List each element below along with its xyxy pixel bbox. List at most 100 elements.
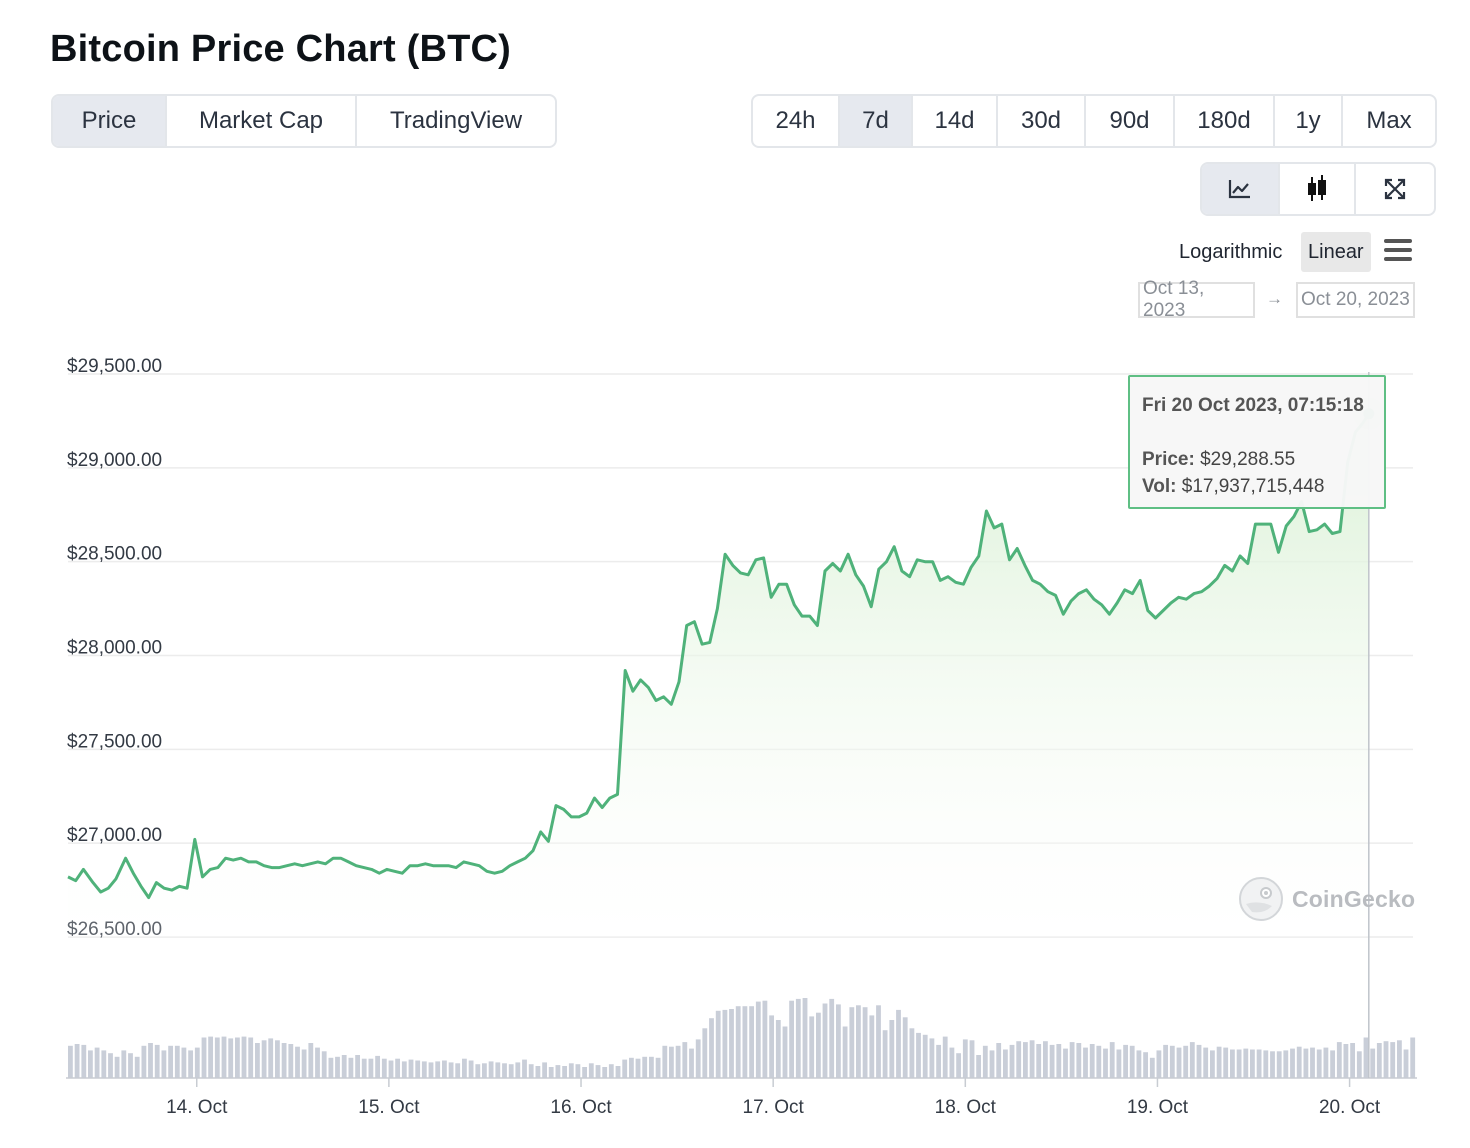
volume-bar bbox=[255, 1043, 260, 1078]
tooltip-price-row: Price: $29,288.55 bbox=[1142, 449, 1295, 471]
volume-bar bbox=[1003, 1049, 1008, 1078]
volume-bar bbox=[862, 1007, 868, 1078]
volume-bar bbox=[942, 1036, 948, 1078]
volume-bar bbox=[595, 1065, 601, 1078]
volume-bar bbox=[1270, 1051, 1275, 1078]
volume-bar bbox=[1310, 1047, 1315, 1078]
volume-bar bbox=[622, 1059, 628, 1078]
price-tooltip: Fri 20 Oct 2023, 07:15:18 Price: $29,288… bbox=[1128, 375, 1386, 509]
volume-bar bbox=[134, 1056, 140, 1078]
volume-bar bbox=[542, 1062, 548, 1078]
volume-bar bbox=[1223, 1047, 1229, 1078]
volume-bar bbox=[1323, 1047, 1329, 1078]
volume-bar bbox=[468, 1060, 474, 1078]
date-to-input[interactable]: Oct 20, 2023 bbox=[1296, 282, 1415, 318]
volume-bar bbox=[1096, 1045, 1102, 1078]
volume-bar bbox=[1009, 1044, 1015, 1078]
volume-bar bbox=[649, 1056, 654, 1078]
volume-bar bbox=[1016, 1041, 1022, 1078]
volume-bar bbox=[1216, 1046, 1222, 1078]
volume-bar bbox=[729, 1009, 734, 1078]
volume-bar bbox=[1043, 1041, 1048, 1078]
volume-bar bbox=[348, 1057, 354, 1078]
volume-bar bbox=[1036, 1044, 1042, 1078]
volume-bar bbox=[1176, 1047, 1182, 1078]
volume-bar bbox=[655, 1057, 661, 1078]
range-30d-button[interactable]: 30d bbox=[998, 96, 1086, 146]
volume-bar bbox=[916, 1032, 921, 1078]
volume-bar bbox=[722, 1009, 728, 1078]
volume-bar bbox=[849, 1007, 855, 1078]
volume-bar bbox=[1370, 1048, 1376, 1078]
volume-bar bbox=[568, 1063, 574, 1078]
chart-type-selector bbox=[1200, 162, 1436, 216]
volume-bar bbox=[101, 1050, 107, 1078]
y-tick-label: $29,500.00 bbox=[67, 356, 162, 377]
range-180d-button[interactable]: 180d bbox=[1175, 96, 1275, 146]
volume-bar bbox=[555, 1065, 561, 1078]
volume-bar bbox=[381, 1058, 387, 1078]
volume-bar bbox=[856, 1005, 861, 1078]
line-chart-icon bbox=[1228, 180, 1250, 199]
volume-bar bbox=[1230, 1049, 1235, 1078]
volume-bar bbox=[515, 1062, 521, 1078]
volume-bar bbox=[1156, 1050, 1162, 1078]
volume-bar bbox=[629, 1057, 634, 1078]
volume-bar bbox=[388, 1060, 394, 1078]
volume-bar bbox=[128, 1053, 133, 1078]
volume-bar bbox=[749, 1006, 755, 1078]
volume-bar bbox=[1136, 1050, 1142, 1078]
range-14d-button[interactable]: 14d bbox=[913, 96, 998, 146]
expand-icon bbox=[1384, 178, 1406, 200]
volume-bar bbox=[221, 1036, 227, 1078]
volume-bar bbox=[969, 1040, 975, 1078]
linear-scale-toggle[interactable]: Linear bbox=[1301, 232, 1371, 272]
volume-bar bbox=[989, 1050, 995, 1078]
volume-bar bbox=[1363, 1037, 1369, 1078]
volume-bar bbox=[1196, 1044, 1202, 1078]
watermark-text: CoinGecko bbox=[1292, 885, 1416, 912]
volume-bar bbox=[415, 1060, 421, 1078]
x-tick-label: 17. Oct bbox=[743, 1097, 805, 1118]
menu-icon[interactable] bbox=[1382, 236, 1414, 264]
volume-bar bbox=[1383, 1041, 1389, 1078]
volume-bar bbox=[1276, 1051, 1282, 1078]
tab-tradingview[interactable]: TradingView bbox=[389, 107, 523, 134]
volume-bar bbox=[361, 1058, 367, 1078]
line-chart-button[interactable] bbox=[1202, 164, 1280, 214]
volume-bar bbox=[709, 1018, 714, 1078]
volume-bar bbox=[1149, 1057, 1155, 1078]
logarithmic-scale-toggle[interactable]: Logarithmic bbox=[1179, 240, 1283, 263]
volume-bar bbox=[1263, 1050, 1269, 1078]
y-axis: $26,500.00$27,000.00$27,500.00$28,000.00… bbox=[67, 356, 162, 940]
volume-bar bbox=[562, 1066, 568, 1078]
volume-bar bbox=[1109, 1042, 1115, 1078]
range-1y-button[interactable]: 1y bbox=[1275, 96, 1343, 146]
coingecko-logo-icon bbox=[1239, 877, 1283, 921]
volume-bar bbox=[148, 1043, 153, 1078]
range-90d-button[interactable]: 90d bbox=[1086, 96, 1175, 146]
fullscreen-button[interactable] bbox=[1356, 164, 1434, 214]
volume-bar bbox=[769, 1015, 775, 1078]
range-24h-button[interactable]: 24h bbox=[753, 96, 840, 146]
volume-bar bbox=[482, 1063, 487, 1078]
volume-bar bbox=[735, 1006, 741, 1078]
volume-bar bbox=[508, 1064, 514, 1078]
volume-bar bbox=[1029, 1040, 1035, 1078]
volume-bar bbox=[902, 1017, 908, 1078]
tab-market-cap[interactable]: Market Cap bbox=[167, 96, 357, 146]
volume-bar bbox=[1397, 1040, 1402, 1078]
tooltip-price-value: $29,288.55 bbox=[1200, 449, 1296, 470]
volume-bar bbox=[922, 1034, 928, 1078]
tab-price[interactable]: Price bbox=[53, 96, 167, 146]
range-7d-button[interactable]: 7d bbox=[840, 96, 913, 146]
volume-bar bbox=[114, 1056, 120, 1078]
range-max-button[interactable]: Max bbox=[1366, 107, 1412, 134]
date-from-input[interactable]: Oct 13, 2023 bbox=[1138, 278, 1255, 321]
candlestick-button[interactable] bbox=[1280, 164, 1356, 214]
volume-bar bbox=[341, 1055, 347, 1078]
volume-bar bbox=[168, 1045, 174, 1078]
volume-bar bbox=[401, 1061, 407, 1078]
volume-bar bbox=[775, 1020, 781, 1078]
